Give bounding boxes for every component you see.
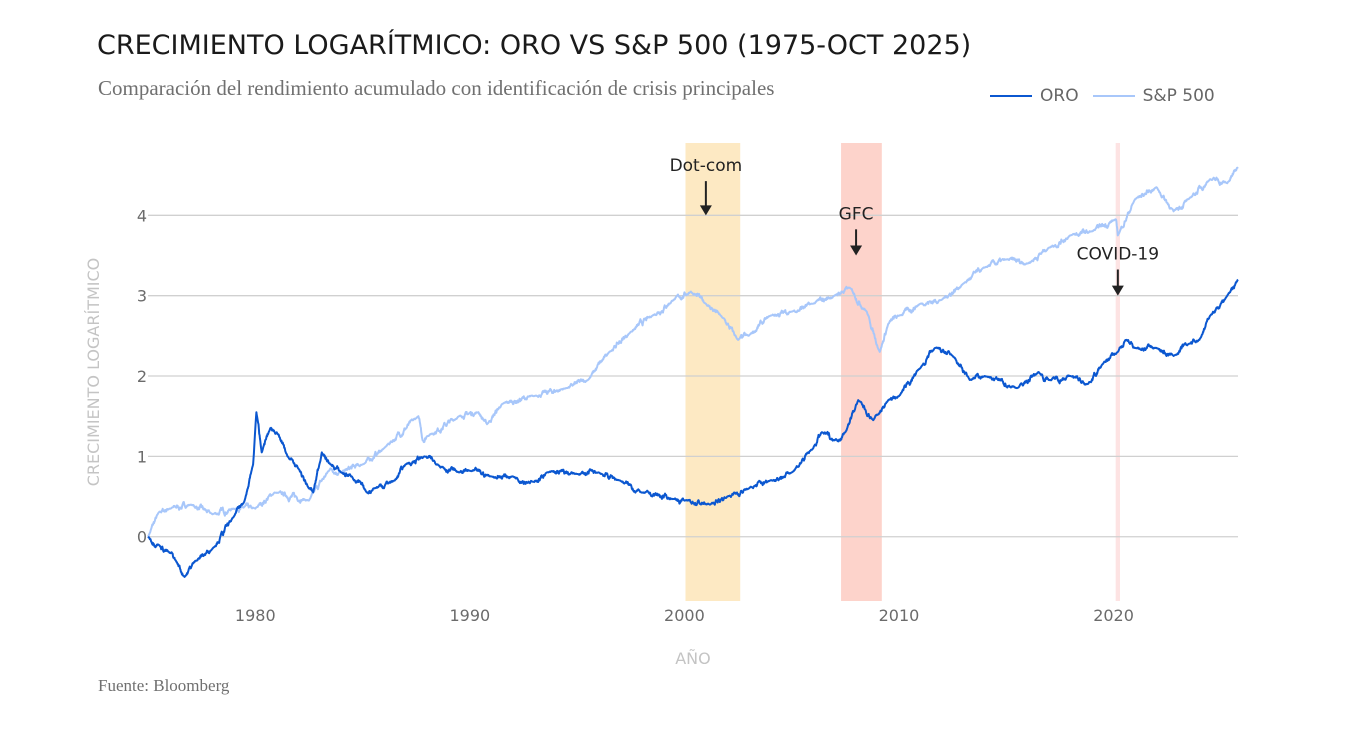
gridlines <box>148 214 1238 538</box>
y-tick-label: 2 <box>137 367 147 386</box>
legend-label-oro: ORO <box>1040 86 1079 106</box>
legend: ORO S&P 500 <box>990 86 1229 106</box>
source-note: Fuente: Bloomberg <box>98 676 230 695</box>
shaded-region-gfc <box>841 143 882 601</box>
annotation-arrow-icon-dot-com <box>699 205 712 216</box>
shaded-region-dot-com <box>685 143 741 601</box>
y-tick-label: 1 <box>137 447 147 466</box>
shaded-region-covid-19 <box>1115 143 1120 601</box>
y-axis-title: CRECIMIENTO LOGARÍTMICO <box>84 258 103 487</box>
legend-swatch-oro <box>990 95 1032 97</box>
annotations: Dot-com GFC COVID-19 <box>670 156 1159 296</box>
chart-title: CRECIMIENTO LOGARÍTMICO: ORO VS S&P 500 … <box>97 30 972 61</box>
series-line-s-p-500 <box>147 166 1239 538</box>
annotation-label-covid-19: COVID-19 <box>1077 245 1159 265</box>
annotation-label-dot-com: Dot-com <box>670 156 743 176</box>
series-line-oro <box>147 278 1239 578</box>
x-tick-label: 2000 <box>664 606 705 625</box>
x-tick-label: 1980 <box>235 606 276 625</box>
legend-item-sp500[interactable]: S&P 500 <box>1092 86 1215 106</box>
legend-item-oro[interactable]: ORO <box>990 86 1079 106</box>
series-lines <box>147 166 1239 578</box>
x-tick-label: 2010 <box>879 606 920 625</box>
annotation-label-gfc: GFC <box>839 204 874 224</box>
y-axis-ticks: 0 1 2 3 4 <box>137 206 147 546</box>
x-tick-label: 2020 <box>1093 606 1134 625</box>
y-tick-label: 0 <box>137 528 147 547</box>
shaded-regions <box>685 143 1120 601</box>
x-tick-label: 1990 <box>449 606 490 625</box>
legend-swatch-sp500 <box>1092 95 1135 97</box>
annotation-arrow-icon-covid-19 <box>1111 285 1124 296</box>
legend-label-sp500: S&P 500 <box>1142 86 1215 106</box>
annotation-arrow-icon-gfc <box>850 245 863 256</box>
x-axis-title: AÑO <box>675 649 711 668</box>
y-tick-label: 4 <box>137 206 147 225</box>
chart-subtitle: Comparación del rendimiento acumulado co… <box>98 76 775 100</box>
x-axis-ticks: 1980 1990 2000 2010 2020 <box>235 606 1134 625</box>
y-tick-label: 3 <box>137 287 147 306</box>
